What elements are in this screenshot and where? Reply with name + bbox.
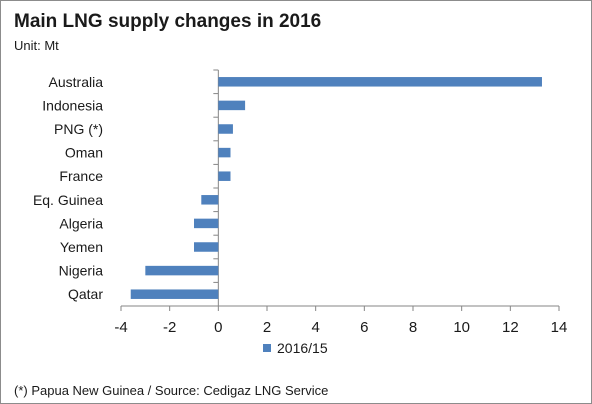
category-label: Australia [49,74,104,90]
category-label: PNG (*) [54,121,103,137]
bar [194,218,219,229]
bar [218,171,231,181]
bar [145,265,219,276]
legend-swatch [263,344,271,352]
bar [218,100,246,111]
chart-title: Main LNG supply changes in 2016 [14,11,322,32]
x-tick-label: 2 [263,319,271,336]
chart-subtitle: Unit: Mt [14,38,59,53]
category-label: Algeria [59,215,103,231]
legend-label: 2016/15 [277,340,328,356]
category-label: Oman [65,145,103,161]
bar-chart: -4 -2 0 2 4 6 8 10 12 14 Australia Indonesia PNG (*)… [33,69,568,356]
category-label: France [59,168,103,184]
x-tick-label: 10 [453,319,470,336]
category-label: Eq. Guinea [33,192,103,208]
category-label: Indonesia [42,97,103,113]
bar [218,77,542,87]
x-tick-label: 0 [214,319,222,336]
x-tick-label: -4 [114,319,127,336]
category-label: Yemen [60,239,103,255]
x-tick-label: -2 [163,319,176,336]
footnote: (*) Papua New Guinea / Source: Cedigaz L… [14,383,329,398]
x-tick-label: 14 [551,319,568,336]
x-tick-label: 12 [502,319,519,336]
bar [218,147,231,158]
x-tick-label: 6 [360,319,368,336]
category-label: Nigeria [59,263,104,279]
bar [130,289,219,299]
bar [218,124,233,134]
x-tick-label: 4 [311,319,319,336]
x-tick-label: 8 [409,319,417,336]
bar [201,195,219,205]
bar [194,242,219,252]
category-label: Qatar [68,286,103,302]
